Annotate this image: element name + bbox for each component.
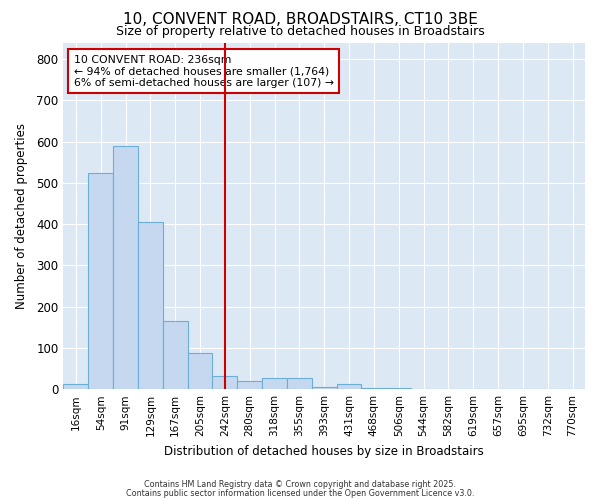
Bar [337, 384, 361, 389]
Y-axis label: Number of detached properties: Number of detached properties [15, 123, 28, 309]
Text: Contains HM Land Registry data © Crown copyright and database right 2025.: Contains HM Land Registry data © Crown c… [144, 480, 456, 489]
Text: Contains public sector information licensed under the Open Government Licence v3: Contains public sector information licen… [126, 488, 474, 498]
Bar [113, 146, 138, 389]
Bar [138, 222, 163, 389]
Bar [386, 388, 411, 389]
Bar [237, 381, 262, 389]
Bar [287, 378, 312, 389]
X-axis label: Distribution of detached houses by size in Broadstairs: Distribution of detached houses by size … [164, 444, 484, 458]
Text: Size of property relative to detached houses in Broadstairs: Size of property relative to detached ho… [116, 25, 484, 38]
Bar [262, 378, 287, 389]
Bar [212, 376, 237, 389]
Bar [361, 388, 386, 389]
Bar [163, 321, 188, 389]
Bar [188, 353, 212, 389]
Bar [88, 172, 113, 389]
Bar [312, 387, 337, 389]
Bar [64, 384, 88, 389]
Text: 10 CONVENT ROAD: 236sqm
← 94% of detached houses are smaller (1,764)
6% of semi-: 10 CONVENT ROAD: 236sqm ← 94% of detache… [74, 54, 334, 88]
Text: 10, CONVENT ROAD, BROADSTAIRS, CT10 3BE: 10, CONVENT ROAD, BROADSTAIRS, CT10 3BE [122, 12, 478, 28]
